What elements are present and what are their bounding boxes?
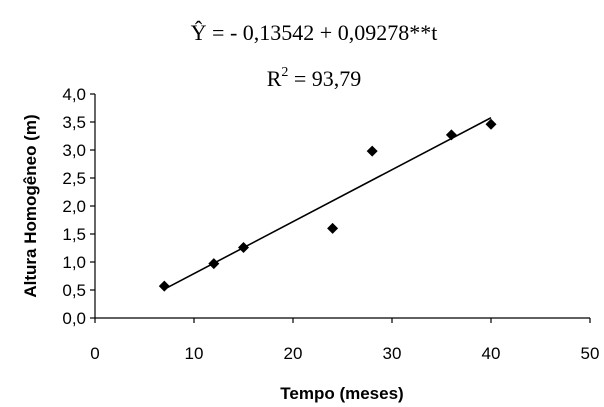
y-tick-label: 0,0 [62, 309, 86, 328]
y-tick-label: 1,5 [62, 225, 86, 244]
y-axis-ticks: 0,0 0,5 1,0 1,5 2,0 2,5 3,0 3,5 4,0 [62, 85, 95, 328]
x-tick-label: 20 [284, 344, 303, 363]
y-tick-label: 2,5 [62, 169, 86, 188]
y-tick-label: 1,0 [62, 253, 86, 272]
x-tick-label: 0 [90, 344, 99, 363]
data-point-diamond [366, 145, 378, 157]
y-tick-label: 3,5 [62, 113, 86, 132]
data-point-diamond [208, 258, 220, 270]
x-tick-label: 10 [185, 344, 204, 363]
data-point-diamond [445, 129, 457, 141]
r-squared-annotation: R2 = 93,79 [267, 65, 362, 91]
y-tick-label: 2,0 [62, 197, 86, 216]
regression-equation: Ŷ = - 0,13542 + 0,09278**t [191, 20, 438, 45]
r-squared-superscript: 2 [281, 65, 288, 80]
data-point-diamond [158, 280, 170, 292]
r-squared-symbol: R [267, 66, 282, 91]
trendline-group [163, 117, 492, 290]
x-axis-ticks: 0 10 20 30 40 50 [90, 318, 599, 363]
data-point-diamond [327, 222, 339, 234]
data-point-diamond [238, 241, 249, 253]
data-point-diamond [485, 118, 497, 130]
r-squared-value: = 93,79 [288, 66, 361, 91]
x-tick-label: 40 [482, 344, 501, 363]
y-tick-label: 3,0 [62, 141, 86, 160]
regression-trendline [163, 117, 492, 290]
x-axis-title: Tempo (meses) [280, 384, 403, 403]
data-points-group [158, 118, 497, 292]
y-tick-label: 0,5 [62, 281, 86, 300]
y-tick-label: 4,0 [62, 85, 86, 104]
x-tick-label: 30 [383, 344, 402, 363]
x-tick-label: 50 [581, 344, 600, 363]
y-axis-title: Altura Homogêneo (m) [21, 114, 40, 297]
